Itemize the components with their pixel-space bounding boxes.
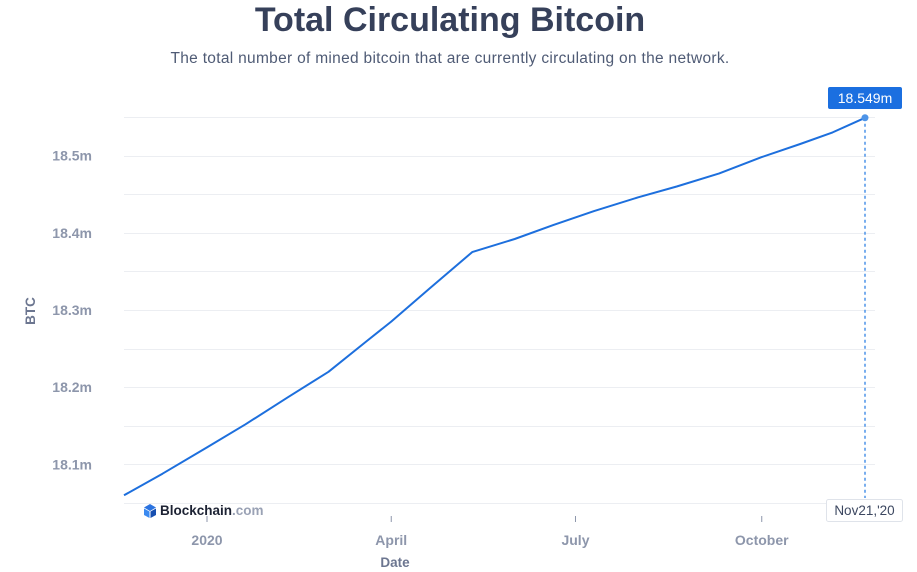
x-tick-label: October — [735, 532, 789, 548]
y-tick-label: 18.4m — [52, 225, 92, 241]
blockchain-logo-icon — [144, 504, 156, 518]
date-badge-label: Nov21,'20 — [834, 503, 894, 518]
x-tick-label: July — [561, 532, 589, 548]
y-tick-label: 18.1m — [52, 456, 92, 472]
value-badge — [828, 87, 902, 109]
hover-point — [861, 114, 869, 122]
y-axis-ticks: 18.1m 18.2m 18.3m 18.4m 18.5m — [52, 148, 92, 473]
value-badge-label: 18.549m — [838, 90, 892, 106]
x-tick-label: April — [375, 532, 407, 548]
gridlines — [124, 117, 875, 504]
y-tick-label: 18.5m — [52, 148, 92, 164]
y-tick-label: 18.2m — [52, 379, 92, 395]
x-axis-label: Date — [380, 555, 410, 570]
chart-title: Total Circulating Bitcoin — [255, 1, 645, 39]
brand-watermark: Blockchain.com — [144, 503, 264, 518]
x-axis-ticks: 2020 April July October — [191, 516, 789, 548]
brand-name: Blockchain.com — [160, 503, 264, 518]
date-badge — [826, 499, 903, 522]
y-tick-label: 18.3m — [52, 302, 92, 318]
hover-tooltip: 18.549m Nov21,'20 — [826, 87, 903, 522]
series-layer — [123, 116, 866, 497]
series-line — [123, 116, 866, 497]
y-axis-label: BTC — [23, 297, 38, 325]
x-tick-label: 2020 — [191, 532, 222, 548]
chart-subtitle: The total number of mined bitcoin that a… — [170, 50, 729, 67]
